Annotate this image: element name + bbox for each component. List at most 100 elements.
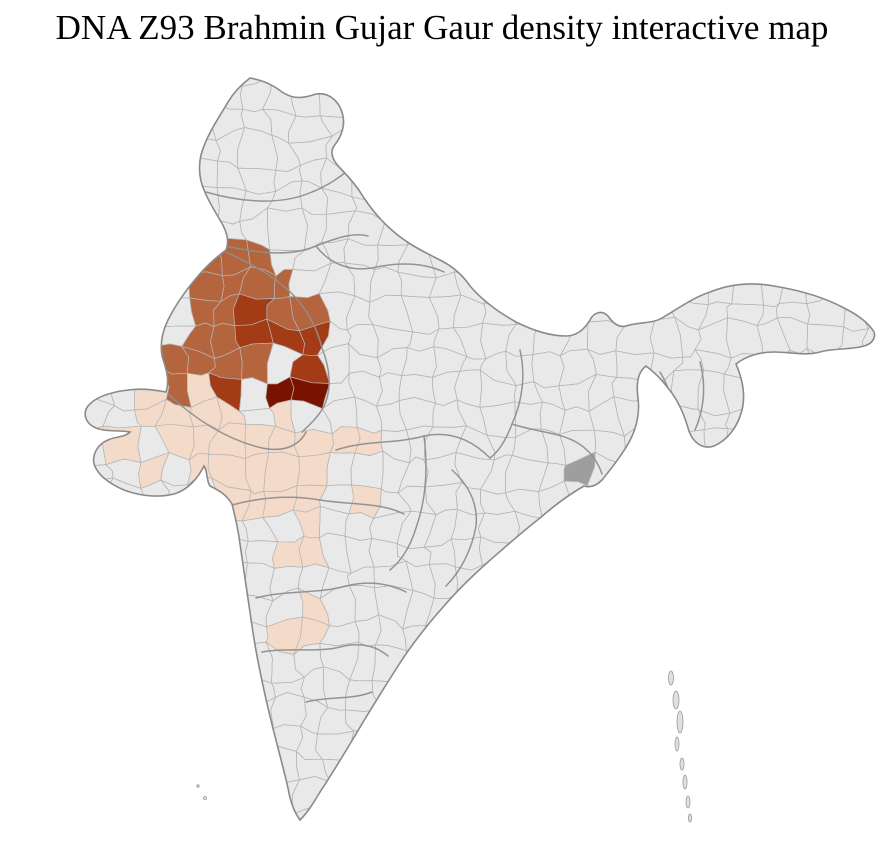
district-cell[interactable]: [156, 242, 191, 274]
district-cell[interactable]: [537, 105, 568, 139]
district-cell[interactable]: [570, 668, 601, 704]
district-cell[interactable]: [589, 128, 623, 169]
district-cell[interactable]: [54, 324, 87, 351]
district-cell[interactable]: [830, 702, 869, 737]
district-cell[interactable]: [56, 99, 86, 131]
district-cell[interactable]: [614, 774, 644, 812]
island[interactable]: [685, 795, 691, 809]
district-cell[interactable]: [506, 748, 551, 784]
district-cell[interactable]: [803, 405, 842, 433]
district-cell[interactable]: [591, 730, 623, 765]
district-cell[interactable]: [562, 209, 588, 238]
district-cell[interactable]: [483, 267, 510, 305]
district-cell[interactable]: [643, 640, 682, 681]
district-cell[interactable]: [396, 78, 441, 114]
district-cell[interactable]: [56, 125, 77, 167]
district-cell[interactable]: [614, 111, 652, 142]
district-cell[interactable]: [106, 288, 145, 328]
district-cell[interactable]: [181, 670, 217, 702]
district-cell[interactable]: [462, 100, 487, 142]
district-cell[interactable]: [182, 830, 218, 841]
district-cell[interactable]: [533, 585, 569, 630]
district-cell[interactable]: [479, 748, 520, 792]
district-cell[interactable]: [869, 210, 884, 246]
district-cell[interactable]: [615, 465, 651, 488]
district-cell[interactable]: [515, 588, 542, 618]
district-cell[interactable]: [779, 207, 816, 247]
district-cell[interactable]: [73, 837, 116, 841]
district-cell[interactable]: [158, 751, 189, 777]
district-cell[interactable]: [127, 673, 170, 710]
district-low[interactable]: [296, 452, 331, 487]
district-cell[interactable]: [430, 832, 465, 841]
district-cell[interactable]: [316, 48, 348, 87]
district-cell[interactable]: [640, 773, 678, 811]
district-cell[interactable]: [756, 184, 783, 226]
district-cell[interactable]: [857, 455, 884, 486]
district-cell[interactable]: [125, 598, 159, 624]
district-cell[interactable]: [747, 398, 778, 441]
district-cell[interactable]: [803, 132, 839, 163]
district-cell[interactable]: [832, 400, 867, 436]
district-cell[interactable]: [85, 720, 116, 765]
district-cell[interactable]: [426, 802, 466, 841]
district-cell[interactable]: [542, 726, 575, 764]
district-cell[interactable]: [108, 80, 134, 111]
district-cell[interactable]: [754, 454, 792, 494]
district-cell[interactable]: [725, 534, 761, 574]
district-cell[interactable]: [723, 155, 765, 196]
island[interactable]: [672, 690, 680, 710]
district-cell[interactable]: [351, 114, 381, 134]
district-cell[interactable]: [182, 775, 222, 818]
district-cell[interactable]: [133, 266, 164, 296]
district-cell[interactable]: [54, 485, 86, 511]
district-cell[interactable]: [774, 397, 806, 441]
district-cell[interactable]: [646, 396, 677, 428]
district-cell[interactable]: [159, 101, 191, 141]
district-cell[interactable]: [342, 783, 381, 816]
district-cell[interactable]: [862, 106, 884, 136]
district-cell[interactable]: [753, 112, 781, 130]
district-cell[interactable]: [572, 266, 594, 301]
district-cell[interactable]: [46, 537, 78, 564]
district-cell[interactable]: [186, 593, 216, 629]
district-cell[interactable]: [811, 589, 840, 627]
district-cell[interactable]: [244, 772, 277, 814]
district-cell[interactable]: [586, 484, 628, 522]
district-cell[interactable]: [211, 831, 241, 841]
district-cell[interactable]: [72, 128, 104, 167]
district-cell[interactable]: [425, 54, 462, 88]
district-cell[interactable]: [831, 80, 873, 115]
district-cell[interactable]: [286, 47, 322, 90]
district-cell[interactable]: [785, 241, 816, 276]
district-cell[interactable]: [857, 264, 884, 305]
district-cell[interactable]: [779, 49, 807, 93]
district-cell[interactable]: [805, 700, 837, 737]
district-cell[interactable]: [183, 219, 219, 252]
district-cell[interactable]: [749, 724, 777, 757]
district-cell[interactable]: [702, 132, 738, 167]
district-cell[interactable]: [267, 47, 291, 90]
district-cell[interactable]: [349, 125, 376, 169]
district-cell[interactable]: [478, 695, 522, 732]
district-cell[interactable]: [614, 805, 648, 835]
district-cell[interactable]: [51, 724, 87, 765]
district-cell[interactable]: [136, 287, 162, 328]
district-cell[interactable]: [430, 696, 458, 728]
district-cell[interactable]: [837, 571, 863, 604]
district-cell[interactable]: [424, 646, 457, 683]
district-cell[interactable]: [126, 620, 169, 647]
district-cell[interactable]: [756, 217, 789, 243]
island[interactable]: [682, 774, 688, 790]
district-cell[interactable]: [810, 561, 844, 601]
district-cell[interactable]: [46, 264, 90, 306]
district-cell[interactable]: [127, 775, 166, 817]
district-cell[interactable]: [839, 506, 871, 541]
district-cell[interactable]: [747, 539, 789, 574]
district-cell[interactable]: [784, 558, 819, 601]
district-cell[interactable]: [806, 478, 842, 518]
district-cell[interactable]: [640, 188, 684, 221]
district-cell[interactable]: [599, 567, 630, 601]
district-cell[interactable]: [865, 722, 884, 757]
district-cell[interactable]: [535, 209, 570, 238]
